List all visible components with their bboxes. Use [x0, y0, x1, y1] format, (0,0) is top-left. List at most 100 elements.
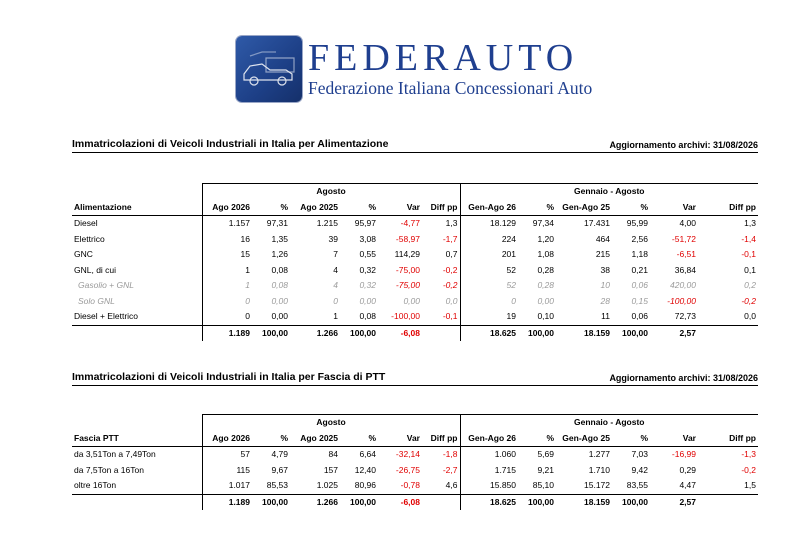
table-cell: 0,0	[445, 295, 458, 306]
total-cell: 100,00	[622, 327, 648, 338]
table-cell: 15	[201, 247, 252, 263]
table-cell: -75,00	[395, 264, 420, 275]
group-header-month: Agosto	[201, 414, 460, 431]
table-cell: 0,08	[271, 264, 288, 275]
column-header: Ago 2025	[290, 199, 340, 216]
column-header: %	[340, 430, 378, 447]
group-header-ytd: Gennaio - Agosto	[459, 414, 758, 431]
table-cell: 0,00	[537, 295, 554, 306]
table-cell: 9,67	[271, 464, 288, 475]
table-cell: 0,2	[744, 280, 756, 291]
table-cell: 1,5	[698, 478, 758, 495]
table-cell: 7	[333, 249, 338, 260]
table-cell: 80,96	[340, 478, 378, 495]
total-cell: 1.266	[316, 496, 338, 507]
row-label: Elettrico	[74, 233, 105, 244]
table-cell: 9,21	[537, 464, 554, 475]
table-cell: 0,15	[631, 295, 648, 306]
table-cell: 1,20	[537, 233, 554, 244]
section2-title-rule	[72, 385, 758, 386]
table-cell: 0,28	[537, 280, 554, 291]
total-cell: 100,00	[262, 496, 288, 507]
table-cell: 1.277	[588, 449, 610, 460]
table-cell: 1	[290, 309, 340, 326]
table-cell: -0,1	[422, 309, 460, 326]
row-label: GNL, di cui	[74, 264, 117, 275]
table-cell: 97,34	[532, 218, 554, 229]
table-cell: -16,99	[671, 449, 696, 460]
table-cell: 39	[328, 233, 338, 244]
total-cell: 1.189	[201, 325, 252, 341]
column-header: Ago 2026	[201, 430, 252, 447]
total-cell: 100,00	[350, 496, 376, 507]
table-cell: 17.431	[584, 218, 610, 229]
table-cell: 15.172	[556, 478, 612, 495]
table-cell: 52	[459, 262, 518, 278]
table-cell: -1,3	[741, 449, 756, 460]
column-header: %	[252, 199, 290, 216]
table-row: Solo GNL 0 0,00 0 0,00 0,00 0,0 0 0,00 28 0,15 -100…	[72, 293, 758, 309]
group-header-ytd: Gennaio - Agosto	[459, 183, 758, 200]
table-cell: -100,00	[378, 309, 422, 326]
total-cell: 100,00	[622, 496, 648, 507]
table-cell: 9,42	[631, 464, 648, 475]
table-row: Elettrico 16 1,35 39 3,08 -58,97 -1,7 224 1,20 46…	[72, 231, 758, 247]
table-cell: 0,00	[359, 295, 376, 306]
table-cell: 16	[201, 231, 252, 247]
column-header: Var	[378, 199, 422, 216]
section2-update-date: Aggiornamento archivi: 31/08/2026	[609, 373, 758, 383]
column-header: Var	[650, 430, 698, 447]
table-cell: 0,00	[403, 295, 420, 306]
table-row: Diesel 1.157 97,31 1.215 95,97 -4,77 1,3 18.129…	[72, 215, 758, 232]
table-cell: 0,21	[631, 264, 648, 275]
total-cell: -6,08	[400, 327, 420, 338]
total-cell: 18.159	[584, 496, 610, 507]
table-cell: 157	[323, 464, 338, 475]
table-row: da 3,51Ton a 7,49Ton 57 4,79 84 6,64 -32,14 -1…	[72, 446, 758, 463]
table-row: oltre 16Ton 1.017 85,53 1.025 80,96 -0,78 4,6 1…	[72, 478, 758, 495]
row-label: GNC	[74, 249, 93, 260]
table-cell: 0,0	[698, 309, 758, 326]
table-row: da 7,5Ton a 16Ton 115 9,67 157 12,40 -26,75 -2…	[72, 462, 758, 478]
table-cell: -1,7	[442, 233, 458, 244]
row-label: Solo GNL	[78, 295, 115, 306]
table-cell: 115	[201, 462, 252, 478]
table-cell: 1,35	[271, 233, 288, 244]
table-cell: 0,32	[359, 264, 376, 275]
table-row: Diesel + Elettrico 0 0,00 1 0,08 -100,00 -0,1 1…	[72, 309, 758, 326]
total-cell: 100,00	[528, 327, 554, 338]
table-cell: 1.025	[290, 478, 340, 495]
row-label: da 7,5Ton a 16Ton	[74, 464, 144, 475]
table-cell: 0,28	[537, 264, 554, 275]
table-cell: 36,84	[674, 264, 696, 275]
table-cell: 0,06	[612, 309, 650, 326]
table-cell: 95,97	[354, 218, 376, 229]
table-cell: 0,55	[359, 249, 376, 260]
section1-update-date: Aggiornamento archivi: 31/08/2026	[609, 140, 758, 150]
column-header: Gen-Ago 26	[459, 199, 518, 216]
table-cell: 7,03	[631, 449, 648, 460]
section2-title: Immatricolazioni di Veicoli Industriali …	[72, 371, 386, 383]
table-cell: 0,10	[518, 309, 556, 326]
federauto-logo: FEDERAUTO Federazione Italiana Concessio…	[236, 36, 592, 106]
row-label: oltre 16Ton	[72, 478, 202, 495]
table-cell: 114,29	[394, 249, 420, 260]
table-cell: 0,00	[252, 309, 290, 326]
table-cell: 0	[459, 293, 518, 309]
table-cell: 28	[600, 295, 610, 306]
total-cell: 18.625	[459, 494, 518, 510]
column-header: Var	[378, 430, 422, 447]
table-cell: 464	[595, 233, 610, 244]
table-cell: 6,64	[359, 449, 376, 460]
table-cell: 19	[459, 309, 518, 326]
column-header: Gen-Ago 25	[556, 430, 612, 447]
row-label: Gasolio + GNL	[78, 280, 134, 291]
table-cell: 84	[328, 449, 338, 460]
table-cell: 10	[600, 280, 610, 291]
column-header: Ago 2025	[290, 430, 340, 447]
total-cell	[698, 494, 758, 510]
table-cell: -32,14	[395, 449, 420, 460]
table-cell: 5,69	[537, 449, 554, 460]
table-cell: 1	[201, 278, 252, 294]
column-header: Gen-Ago 25	[556, 199, 612, 216]
